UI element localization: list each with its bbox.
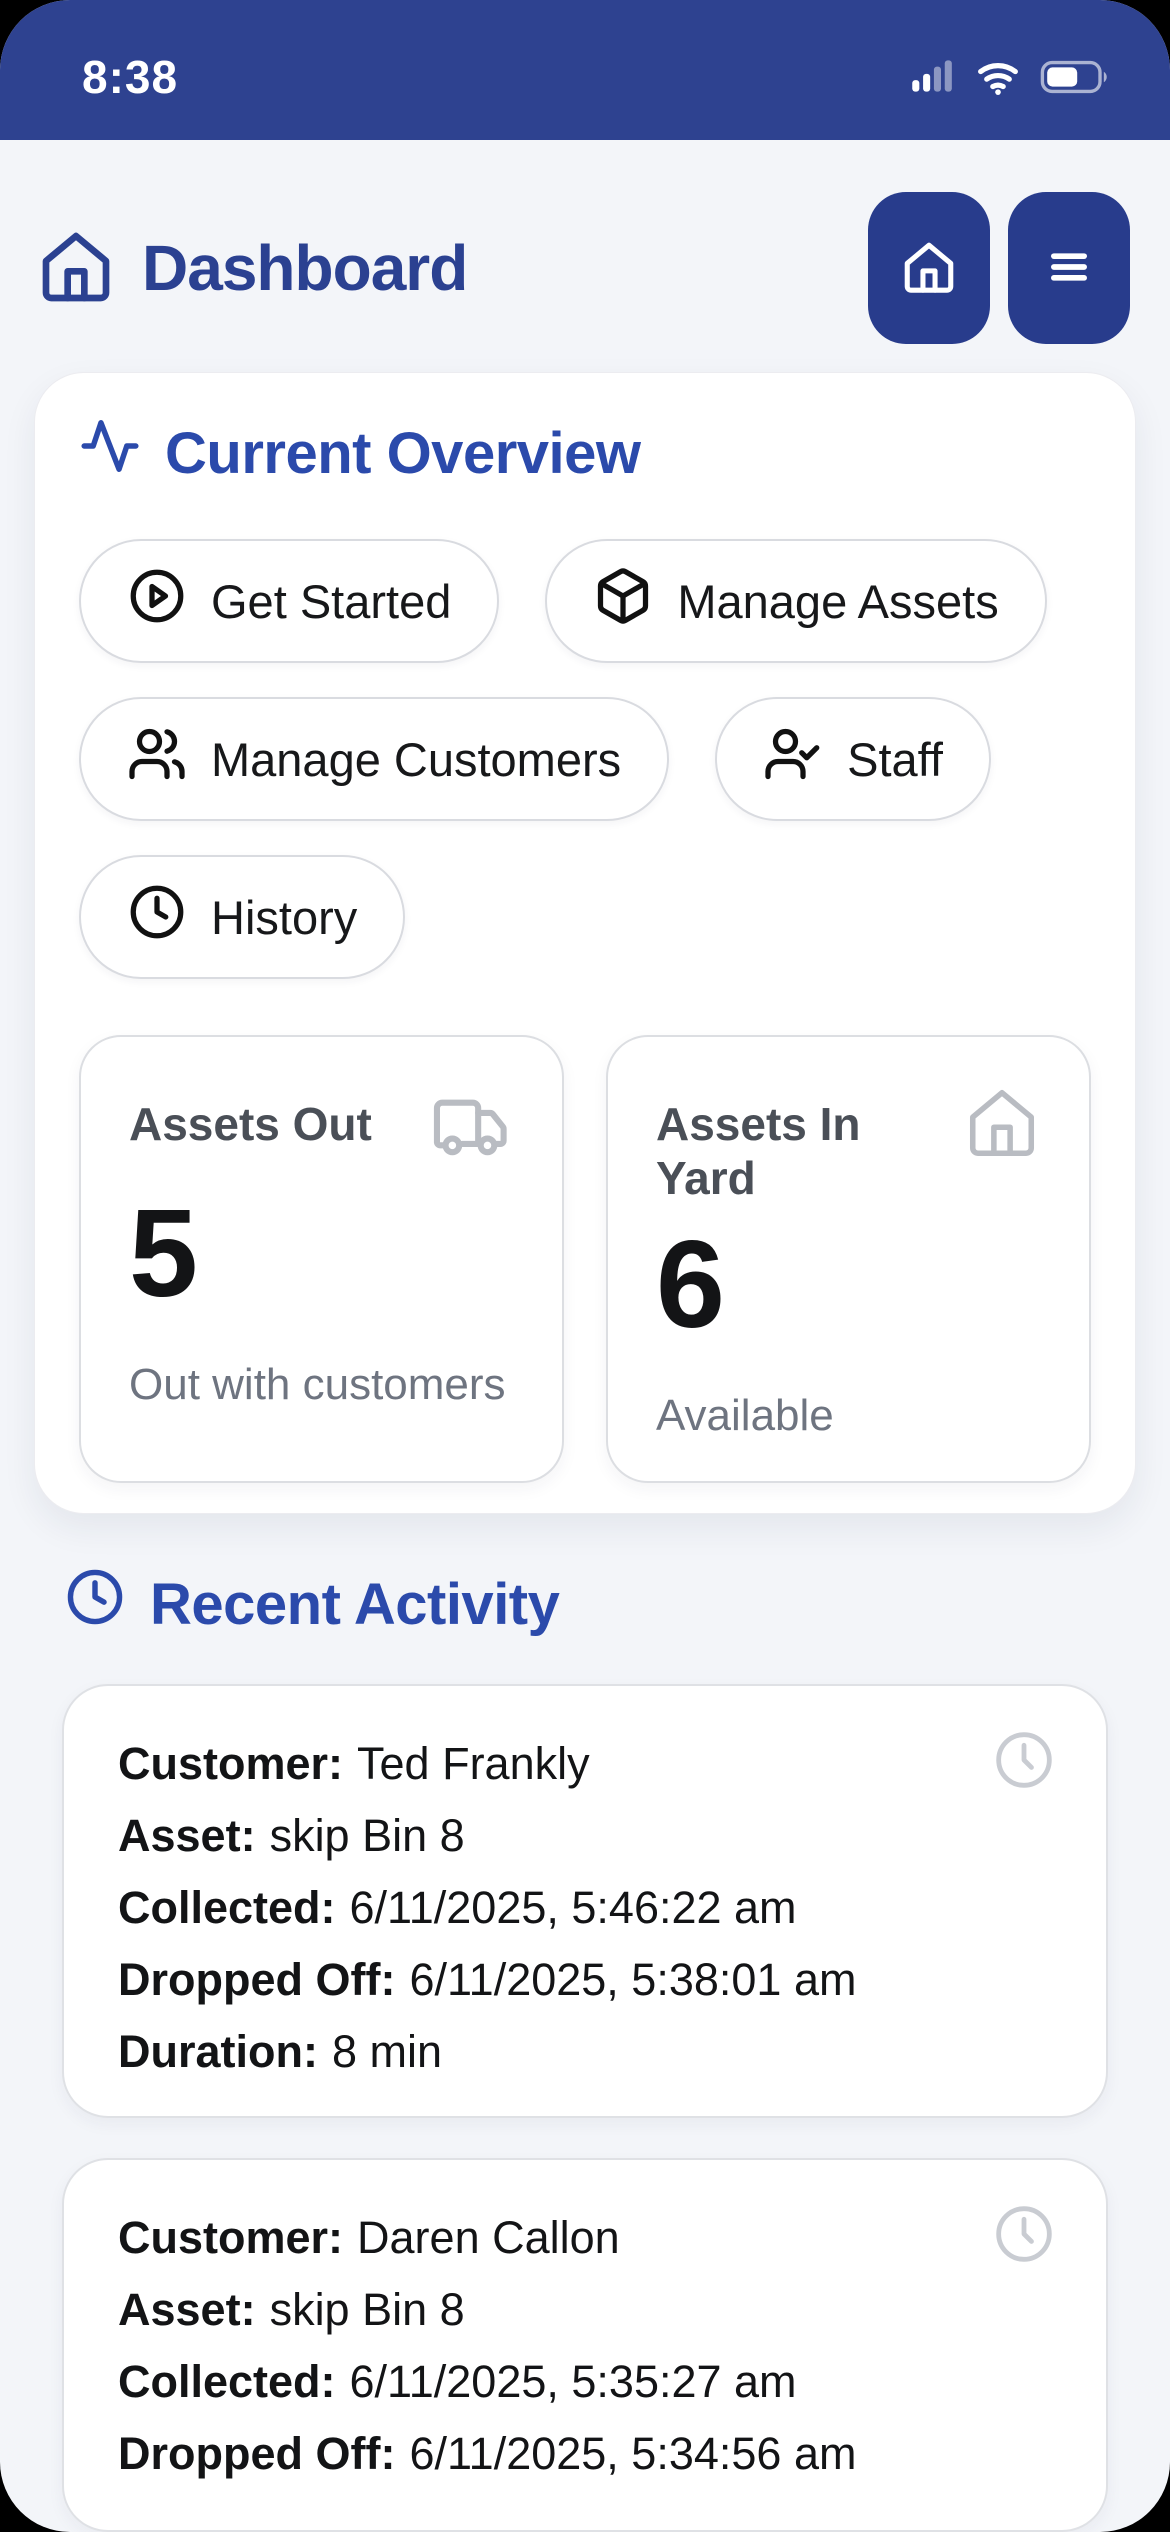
stat-caption: Available (656, 1391, 834, 1440)
activity-dropped-off: Dropped Off: 6/11/2025, 5:38:01 am (118, 1944, 1052, 2016)
get-started-button[interactable]: Get Started (79, 539, 500, 663)
stat-value: 6 (656, 1216, 725, 1354)
field-label: Duration: (118, 2026, 318, 2077)
pill-label: Manage Customers (211, 732, 622, 786)
stat-title: Assets In Yard (656, 1098, 861, 1204)
field-value: 6/11/2025, 5:34:56 am (409, 2428, 857, 2479)
activity-asset: Asset: skip Bin 8 (118, 2274, 1052, 2346)
pill-label: Get Started (211, 574, 452, 628)
battery-icon (1040, 57, 1112, 97)
field-label: Dropped Off: (118, 2428, 396, 2479)
menu-button[interactable] (1008, 192, 1130, 344)
manage-customers-button[interactable]: Manage Customers (79, 697, 670, 821)
clock-icon (127, 882, 187, 953)
play-circle-icon (127, 566, 187, 637)
field-value: 8 min (331, 2026, 443, 2077)
activity-card: Customer: Daren Callon Asset: skip Bin 8 C… (62, 2158, 1108, 2532)
field-label: Asset: (118, 1810, 256, 1861)
home-button[interactable] (868, 192, 990, 344)
section-title-text: Current Overview (165, 420, 641, 486)
field-label: Customer: (118, 1738, 344, 1789)
pill-label: History (211, 890, 358, 944)
quick-actions: Get Started Manage Assets (79, 539, 1091, 979)
box-icon (593, 566, 653, 637)
page-title: Dashboard (142, 232, 468, 304)
field-label: Asset: (118, 2284, 256, 2335)
field-label: Collected: (118, 2356, 336, 2407)
assets-in-yard-card: Assets In Yard 6 Available (606, 1035, 1091, 1483)
stat-caption: Out with customers (129, 1360, 506, 1409)
field-value: 6/11/2025, 5:38:01 am (409, 1954, 857, 2005)
clock-icon (992, 1728, 1056, 1797)
activity-dropped-off: Dropped Off: 6/11/2025, 5:34:56 am (118, 2418, 1052, 2490)
activity-customer: Customer: Daren Callon (118, 2202, 1052, 2274)
home-icon (36, 226, 116, 311)
manage-assets-button[interactable]: Manage Assets (545, 539, 1047, 663)
clock-icon (992, 2202, 1056, 2271)
activity-icon (79, 415, 141, 491)
activity-asset: Asset: skip Bin 8 (118, 1800, 1052, 1872)
activity-card: Customer: Ted Frankly Asset: skip Bin 8 Co… (62, 1684, 1108, 2118)
field-value: skip Bin 8 (269, 2284, 465, 2335)
status-bar: 8:38 (0, 0, 1170, 140)
status-time: 8:38 (82, 51, 179, 103)
field-value: skip Bin 8 (269, 1810, 465, 1861)
home-icon (900, 238, 958, 299)
clock-icon (64, 1566, 126, 1642)
stats-row: Assets Out 5 Out with customers (79, 1035, 1091, 1483)
menu-icon (1043, 241, 1095, 296)
field-value: 6/11/2025, 5:35:27 am (349, 2356, 797, 2407)
wifi-icon (972, 51, 1024, 103)
user-check-icon (763, 724, 823, 795)
signal-icon (906, 52, 956, 102)
home-icon (963, 1083, 1041, 1166)
truck-icon (428, 1083, 514, 1174)
assets-out-card: Assets Out 5 Out with customers (79, 1035, 564, 1483)
field-label: Dropped Off: (118, 1954, 396, 2005)
field-value: 6/11/2025, 5:46:22 am (349, 1882, 797, 1933)
app-header: Dashboard (0, 140, 1170, 372)
activity-collected: Collected: 6/11/2025, 5:46:22 am (118, 1872, 1052, 1944)
stat-title: Assets Out (129, 1098, 372, 1150)
field-value: Ted Frankly (357, 1738, 590, 1789)
status-icons (906, 51, 1112, 103)
users-icon (127, 724, 187, 795)
pill-label: Manage Assets (677, 574, 999, 628)
field-label: Customer: (118, 2212, 344, 2263)
field-label: Collected: (118, 1882, 336, 1933)
field-value: Daren Callon (357, 2212, 620, 2263)
current-overview-header: Current Overview (79, 415, 1091, 491)
recent-activity-header: Recent Activity (64, 1566, 1170, 1642)
pill-label: Staff (847, 732, 943, 786)
activity-collected: Collected: 6/11/2025, 5:35:27 am (118, 2346, 1052, 2418)
activity-customer: Customer: Ted Frankly (118, 1728, 1052, 1800)
section-title-text: Recent Activity (150, 1571, 560, 1637)
history-button[interactable]: History (79, 855, 406, 979)
staff-button[interactable]: Staff (715, 697, 991, 821)
current-overview-card: Current Overview Get Started (34, 372, 1136, 1514)
activity-duration: Duration: 8 min (118, 2016, 1052, 2088)
stat-value: 5 (129, 1185, 198, 1323)
